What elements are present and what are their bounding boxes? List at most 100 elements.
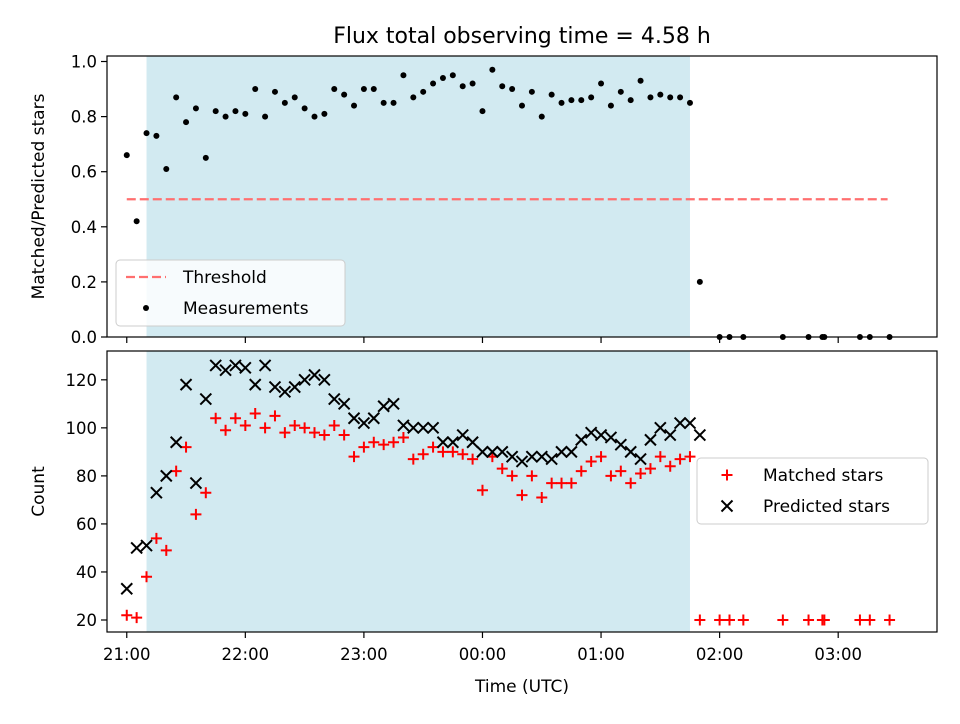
predicted-star-point bbox=[179, 378, 193, 391]
y-tick-label: 0.6 bbox=[71, 163, 97, 182]
measurement-point bbox=[311, 113, 318, 120]
measurement-point bbox=[439, 75, 446, 82]
matched-star-point bbox=[368, 436, 380, 448]
measurement-point bbox=[637, 77, 644, 84]
measurement-point bbox=[667, 94, 674, 101]
matched-star-point bbox=[289, 419, 301, 431]
predicted-star-point bbox=[199, 392, 213, 406]
measurement-point bbox=[657, 91, 664, 98]
matched-star-point bbox=[259, 422, 271, 434]
predicted-star-point bbox=[565, 445, 578, 459]
x-tick-label: 02:00 bbox=[696, 645, 744, 664]
matched-star-point bbox=[141, 571, 153, 583]
matched-star-point bbox=[575, 465, 587, 477]
matched-star-point bbox=[328, 419, 340, 431]
x-tick-label: 01:00 bbox=[577, 645, 625, 664]
plot-frame bbox=[106, 350, 938, 633]
matched-star-point bbox=[121, 609, 133, 621]
ratio-panel: 0.0 0.2 0.4 0.6 0.8 1.0 Matched/Predicted star… bbox=[29, 53, 938, 347]
matched-star-point bbox=[160, 544, 172, 556]
predicted-star-point bbox=[337, 397, 351, 411]
legend-box bbox=[115, 259, 346, 327]
measurement-point bbox=[222, 113, 229, 120]
matched-star-point bbox=[180, 441, 192, 453]
predicted-star-point bbox=[308, 368, 321, 382]
matched-star-point bbox=[388, 436, 400, 448]
plot-frame bbox=[106, 55, 938, 338]
predicted-star-point bbox=[298, 373, 311, 387]
matched-star-point bbox=[150, 532, 162, 544]
predicted-star-point bbox=[258, 359, 272, 372]
y-tick-label: 1.0 bbox=[71, 53, 97, 72]
measurement-point bbox=[133, 218, 140, 225]
matched-star-point bbox=[694, 614, 706, 626]
measurement-point bbox=[262, 113, 269, 120]
measurement-point bbox=[212, 108, 219, 115]
measurement-point bbox=[360, 86, 367, 93]
legend-predicted-swatch bbox=[720, 499, 734, 513]
legend: Matched stars Predicted stars bbox=[696, 457, 929, 525]
measurement-point bbox=[598, 80, 605, 87]
matched-star-point bbox=[447, 446, 459, 458]
measurement-point bbox=[696, 278, 703, 285]
matched-star-point bbox=[457, 448, 469, 460]
predicted-star-point bbox=[486, 445, 499, 459]
matched-star-point bbox=[378, 439, 390, 451]
predicted-star-point bbox=[505, 450, 519, 463]
matched-star-point bbox=[864, 614, 876, 626]
x-tick-label: 22:00 bbox=[222, 645, 270, 664]
measurement-point bbox=[321, 110, 328, 117]
legend-predicted-label: Predicted stars bbox=[763, 497, 890, 517]
matched-star-point bbox=[299, 422, 311, 434]
predicted-star-point bbox=[357, 416, 371, 430]
measurement-point bbox=[459, 83, 466, 90]
matched-star-point bbox=[467, 453, 479, 465]
matched-star-point bbox=[417, 448, 429, 460]
matched-star-point bbox=[210, 412, 222, 424]
measurement-point bbox=[686, 99, 693, 106]
measurement-point bbox=[331, 86, 338, 93]
predicted-star-point bbox=[624, 445, 637, 459]
predicted-star-point bbox=[634, 452, 647, 466]
x-tick-label: 03:00 bbox=[814, 645, 862, 664]
measurement-point bbox=[469, 80, 476, 87]
measurement-point bbox=[143, 130, 150, 137]
matched-star-point bbox=[654, 451, 666, 463]
matched-star-point bbox=[437, 446, 449, 458]
matched-star-point bbox=[476, 484, 488, 496]
y-axis-label: Count bbox=[29, 466, 49, 517]
y-tick-label: 0.0 bbox=[71, 328, 97, 347]
predicted-star-point bbox=[604, 431, 618, 444]
predicted-star-point bbox=[496, 445, 509, 459]
predicted-star-point bbox=[673, 416, 687, 430]
matched-star-point bbox=[565, 477, 577, 489]
matched-star-point bbox=[854, 614, 866, 626]
legend-measurements-label: Measurements bbox=[183, 299, 309, 319]
measurement-point bbox=[370, 86, 377, 93]
predicted-star-point bbox=[239, 361, 252, 375]
predicted-star-point bbox=[160, 469, 173, 483]
predicted-star-point bbox=[189, 476, 203, 490]
matched-star-point bbox=[407, 453, 419, 465]
measurement-point bbox=[647, 94, 654, 101]
predicted-star-point bbox=[278, 385, 292, 399]
measurement-point bbox=[400, 72, 407, 79]
matched-star-point bbox=[269, 410, 281, 422]
measurement-point bbox=[153, 132, 160, 139]
predicted-star-point bbox=[683, 416, 697, 430]
predicted-star-point bbox=[525, 450, 539, 463]
matched-star-point bbox=[615, 465, 627, 477]
measurement-point bbox=[588, 94, 595, 101]
measurement-point bbox=[607, 102, 614, 109]
x-tick-label: 00:00 bbox=[459, 645, 507, 664]
predicted-star-point bbox=[555, 445, 568, 459]
matched-star-point bbox=[605, 470, 617, 482]
predicted-star-point bbox=[575, 433, 588, 447]
predicted-star-point bbox=[426, 421, 440, 435]
predicted-star-point bbox=[387, 397, 400, 411]
predicted-star-point bbox=[328, 392, 341, 406]
y-tick-label: 20 bbox=[76, 611, 97, 630]
x-axis-label: Time (UTC) bbox=[474, 677, 569, 697]
measurement-point bbox=[202, 154, 209, 161]
